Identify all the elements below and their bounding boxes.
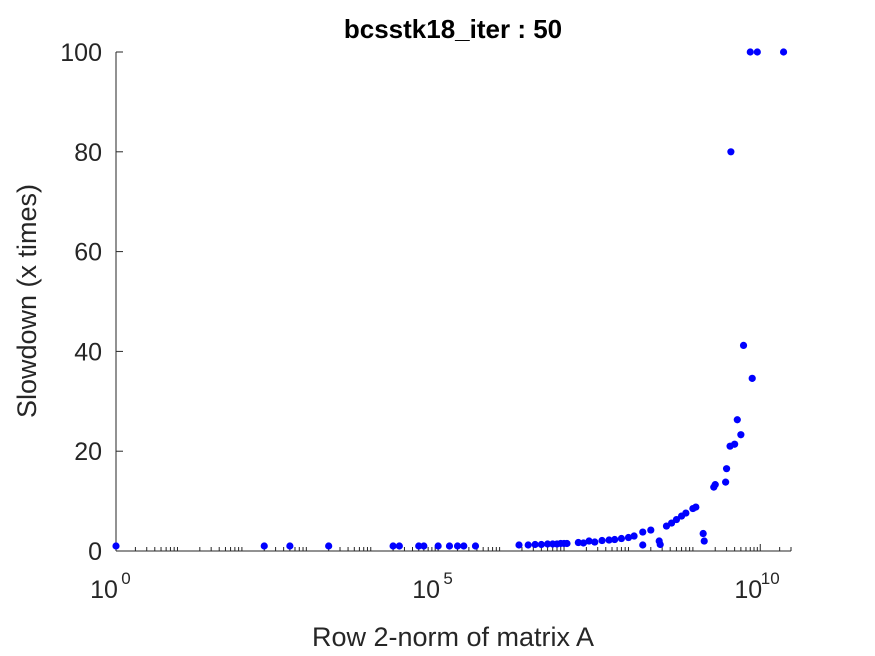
axes bbox=[115, 52, 791, 552]
data-point bbox=[112, 542, 120, 550]
data-point bbox=[420, 542, 428, 550]
x-tick-label: 10 bbox=[90, 576, 118, 604]
y-axis-label: Slowdown (x times) bbox=[12, 184, 42, 418]
y-tick-label: 80 bbox=[74, 139, 102, 167]
data-point bbox=[286, 542, 294, 550]
x-tick-exponent: 0 bbox=[121, 569, 130, 588]
data-point bbox=[739, 341, 748, 350]
data-point bbox=[325, 542, 333, 550]
data-point bbox=[395, 542, 403, 550]
y-tick-label: 20 bbox=[74, 438, 102, 466]
x-tick-exponent: 10 bbox=[761, 569, 780, 588]
data-point bbox=[692, 503, 700, 511]
data-point bbox=[731, 440, 739, 448]
x-tick-exponent: 5 bbox=[443, 569, 452, 588]
data-point bbox=[471, 542, 480, 550]
data-point bbox=[672, 515, 681, 524]
data-point bbox=[591, 538, 599, 546]
data-point bbox=[260, 542, 268, 550]
data-point bbox=[605, 536, 613, 544]
data-point bbox=[524, 541, 532, 549]
y-tick-label: 60 bbox=[74, 239, 102, 267]
data-points bbox=[112, 48, 788, 550]
data-point bbox=[563, 539, 571, 548]
data-point bbox=[722, 478, 730, 486]
x-tick-label: 10 bbox=[734, 576, 762, 604]
y-tick-label: 40 bbox=[74, 338, 102, 366]
data-point bbox=[733, 416, 741, 424]
data-point bbox=[737, 431, 745, 439]
data-point bbox=[624, 533, 633, 542]
data-point bbox=[537, 540, 545, 549]
data-point bbox=[748, 374, 756, 382]
data-point bbox=[445, 542, 454, 550]
data-point bbox=[415, 542, 423, 550]
data-point bbox=[727, 148, 735, 156]
y-ticks: 0 20 40 60 80 100 bbox=[60, 39, 123, 566]
data-point bbox=[711, 481, 719, 489]
data-point bbox=[746, 48, 754, 56]
data-point bbox=[700, 537, 708, 545]
data-point bbox=[453, 542, 462, 550]
data-point bbox=[389, 542, 397, 550]
data-point bbox=[434, 542, 442, 550]
chart-title: bcsstk18_iter : 50 bbox=[344, 14, 562, 44]
data-point bbox=[699, 529, 707, 538]
data-point bbox=[579, 539, 588, 547]
data-point bbox=[617, 534, 626, 543]
data-point bbox=[779, 48, 788, 56]
data-point bbox=[515, 541, 523, 549]
data-point bbox=[722, 465, 731, 473]
data-point bbox=[647, 526, 655, 534]
y-tick-label: 0 bbox=[88, 538, 102, 566]
data-point bbox=[630, 532, 638, 540]
x-tick-label: 10 bbox=[412, 576, 440, 604]
data-point bbox=[639, 541, 647, 549]
data-point bbox=[598, 536, 606, 545]
data-point bbox=[585, 537, 593, 545]
data-point bbox=[543, 540, 552, 548]
x-axis-label: Row 2-norm of matrix A bbox=[312, 622, 594, 652]
data-point bbox=[460, 542, 468, 550]
data-point bbox=[639, 528, 647, 536]
data-point bbox=[656, 540, 664, 549]
data-point bbox=[682, 509, 690, 517]
y-tick-label: 100 bbox=[60, 39, 102, 67]
data-point bbox=[531, 540, 539, 549]
data-point bbox=[611, 535, 619, 544]
data-point bbox=[753, 48, 761, 56]
